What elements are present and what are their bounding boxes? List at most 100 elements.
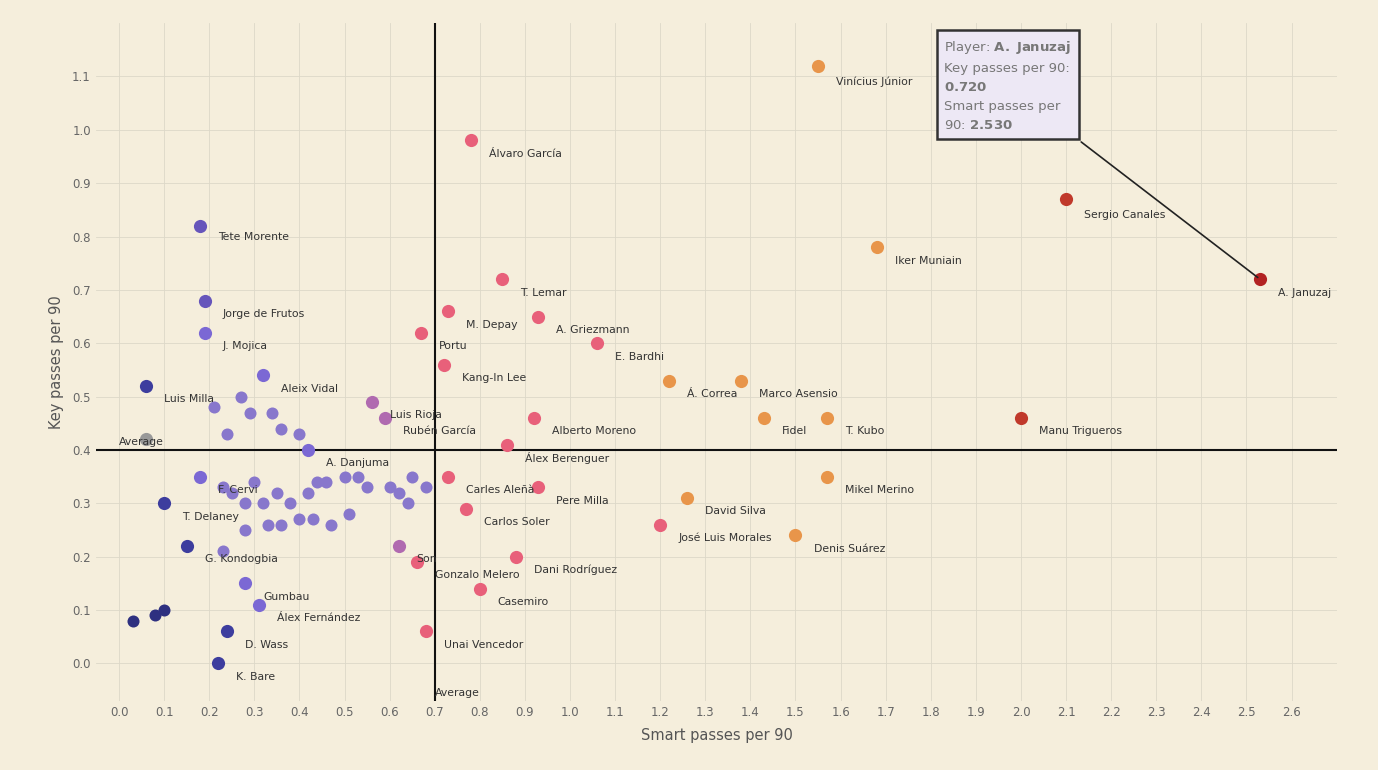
Text: Player: $\mathbf{A.\ Januzaj}$
Key passes per 90:
$\mathbf{0.720}$
Smart passes : Player: $\mathbf{A.\ Januzaj}$ Key passe… [944, 39, 1258, 277]
Point [387, 487, 409, 499]
Point [212, 481, 234, 494]
Point [504, 551, 526, 563]
Point [298, 444, 320, 456]
Point [238, 407, 260, 419]
Point [266, 487, 288, 499]
Point [194, 326, 216, 339]
Point [320, 518, 342, 531]
Point [816, 412, 838, 424]
Point [816, 470, 838, 483]
Point [808, 59, 830, 72]
Point [415, 481, 437, 494]
Text: M. Depay: M. Depay [466, 320, 518, 330]
Text: T. Lemar: T. Lemar [521, 287, 566, 297]
Point [302, 513, 324, 525]
Text: Alberto Moreno: Alberto Moreno [553, 427, 637, 437]
Text: Pere Milla: Pere Milla [557, 496, 609, 506]
Point [252, 497, 274, 510]
Text: Portu: Portu [440, 341, 469, 351]
Point [234, 578, 256, 590]
Point [677, 492, 699, 504]
Point [234, 497, 256, 510]
Point [379, 481, 401, 494]
Text: Mikel Merino: Mikel Merino [845, 485, 914, 495]
Point [216, 428, 238, 440]
Point [207, 657, 229, 669]
Point [469, 582, 491, 594]
Point [316, 476, 338, 488]
Text: Kang-In Lee: Kang-In Lee [462, 373, 526, 383]
Point [306, 476, 328, 488]
Point [288, 513, 310, 525]
Point [411, 326, 433, 339]
Text: Son: Son [416, 554, 437, 564]
Text: Sergio Canales: Sergio Canales [1084, 210, 1166, 220]
Text: E. Bardhi: E. Bardhi [615, 352, 664, 362]
Text: Marco Asensio: Marco Asensio [759, 389, 838, 399]
Point [189, 219, 211, 232]
Point [270, 423, 292, 435]
Point [212, 545, 234, 557]
Text: Casemiro: Casemiro [497, 597, 548, 607]
Point [659, 374, 681, 387]
Text: David Silva: David Silva [706, 507, 766, 517]
Point [135, 380, 157, 392]
Text: D. Wass: D. Wass [245, 640, 288, 650]
Text: Jorge de Frutos: Jorge de Frutos [223, 309, 305, 319]
Text: Gumbau: Gumbau [263, 591, 310, 601]
Text: Á. Correa: Á. Correa [688, 389, 737, 399]
Text: Álex Berenguer: Álex Berenguer [525, 452, 609, 464]
Point [730, 374, 752, 387]
Point [433, 358, 455, 370]
Text: Carles Aleñà: Carles Aleñà [466, 485, 535, 495]
Point [153, 497, 175, 510]
Point [1056, 193, 1078, 206]
Point [405, 556, 427, 568]
Point [194, 294, 216, 306]
Point [189, 470, 211, 483]
Text: A. Danjuma: A. Danjuma [327, 458, 390, 468]
Text: Denis Suárez: Denis Suárez [813, 544, 885, 554]
Point [153, 604, 175, 616]
Text: Rubén García: Rubén García [404, 427, 477, 437]
Text: Dani Rodríguez: Dani Rodríguez [533, 564, 617, 575]
Point [220, 487, 243, 499]
Point [288, 428, 310, 440]
Text: G. Kondogbia: G. Kondogbia [205, 554, 277, 564]
Text: Aleix Vidal: Aleix Vidal [281, 383, 339, 393]
Point [455, 503, 477, 515]
Point [145, 609, 167, 621]
Point [528, 481, 550, 494]
Point [248, 598, 270, 611]
Point [373, 412, 395, 424]
Point [1010, 412, 1032, 424]
Point [280, 497, 302, 510]
Text: F. Cervi: F. Cervi [218, 485, 258, 495]
Text: Álex Fernández: Álex Fernández [277, 613, 360, 623]
Point [356, 481, 378, 494]
X-axis label: Smart passes per 90: Smart passes per 90 [641, 728, 792, 742]
Point [865, 241, 887, 253]
Point [121, 614, 143, 627]
Text: Manu Trigueros: Manu Trigueros [1039, 427, 1122, 437]
Text: A. Griezmann: A. Griezmann [557, 325, 630, 335]
Point [784, 529, 806, 541]
Point [135, 433, 157, 445]
Point [649, 518, 671, 531]
Point [216, 625, 238, 638]
Point [298, 487, 320, 499]
Text: Unai Vencedor: Unai Vencedor [444, 640, 524, 650]
Text: Average: Average [434, 688, 480, 698]
Text: Iker Muniain: Iker Muniain [894, 256, 962, 266]
Text: A. Januzaj: A. Januzaj [1277, 287, 1331, 297]
Point [262, 407, 284, 419]
Point [333, 470, 356, 483]
Text: K. Bare: K. Bare [236, 671, 276, 681]
Point [496, 438, 518, 450]
Text: Fidel: Fidel [781, 427, 808, 437]
Point [460, 134, 482, 146]
Text: Luis Milla: Luis Milla [164, 394, 214, 404]
Text: Gonzalo Melero: Gonzalo Melero [434, 571, 520, 581]
Y-axis label: Key passes per 90: Key passes per 90 [48, 295, 63, 429]
Point [1248, 273, 1271, 286]
